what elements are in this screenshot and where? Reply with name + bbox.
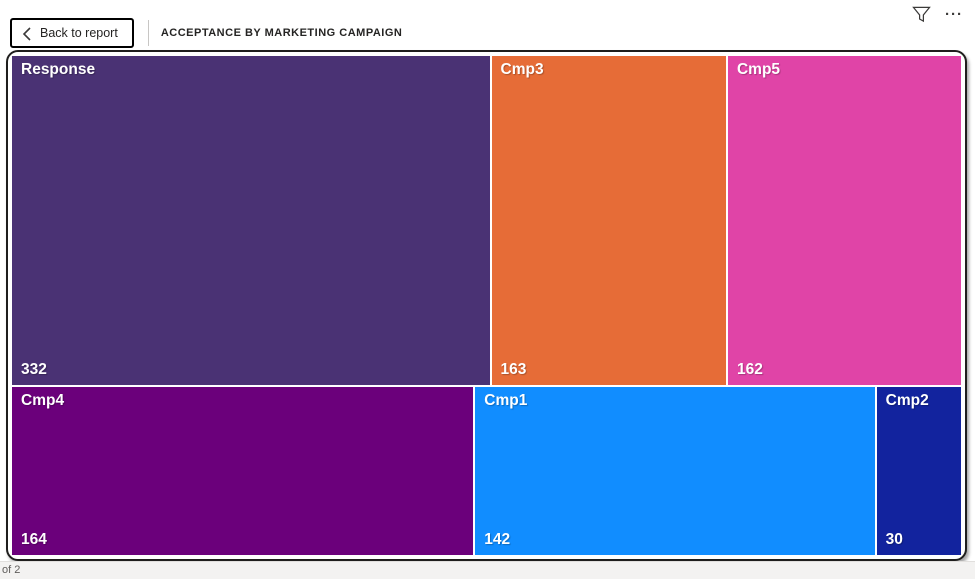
- tile-value: 164: [21, 531, 47, 548]
- tile-value: 30: [885, 531, 903, 548]
- tile-label: Response: [21, 61, 96, 78]
- treemap-row-1: Response 332 Cmp3 163 Cmp5 162: [12, 56, 961, 385]
- tile-value: 142: [484, 531, 511, 548]
- more-options-icon[interactable]: ···: [945, 5, 963, 23]
- treemap-tile-cmp4[interactable]: Cmp4 164: [12, 386, 474, 555]
- treemap-visual-container: Response 332 Cmp3 163 Cmp5 162 Cmp4 164 Cmp1 142 C…: [6, 50, 967, 561]
- tile-label: Cmp3: [500, 61, 544, 78]
- header-right-group: ···: [910, 4, 965, 25]
- chevron-left-icon: [22, 27, 32, 41]
- page-indicator: of 2: [2, 564, 21, 576]
- back-to-report-label: Back to report: [40, 26, 118, 40]
- treemap-row-2: Cmp4 164 Cmp1 142 Cmp2 30: [12, 386, 961, 555]
- tile-value: 163: [500, 360, 527, 378]
- treemap-tile-response[interactable]: Response 332: [12, 56, 490, 385]
- focus-mode-header: Back to report ACCEPTANCE BY MARKETING C…: [0, 0, 975, 50]
- tile-label: Cmp5: [736, 61, 781, 78]
- tile-label: Cmp4: [21, 391, 65, 409]
- tile-value: 162: [736, 360, 763, 378]
- tile-label: Cmp2: [885, 391, 929, 409]
- treemap-tile-cmp3[interactable]: Cmp3 163: [491, 56, 726, 385]
- treemap-tile-cmp5[interactable]: Cmp5 162: [727, 56, 961, 385]
- treemap-tile-cmp2[interactable]: Cmp2 30: [876, 386, 961, 555]
- back-to-report-button[interactable]: Back to report: [10, 18, 134, 48]
- filter-icon[interactable]: [910, 4, 933, 25]
- tile-value: 332: [21, 360, 47, 378]
- treemap-chart: Response 332 Cmp3 163 Cmp5 162 Cmp4 164 Cmp1 142 C…: [12, 56, 961, 555]
- status-bar: of 2: [0, 561, 975, 579]
- header-divider: [147, 20, 149, 46]
- header-left-group: Back to report ACCEPTANCE BY MARKETING C…: [10, 18, 402, 48]
- tile-label: Cmp1: [484, 391, 528, 409]
- treemap-tile-cmp1[interactable]: Cmp1 142: [475, 386, 875, 555]
- visual-title: ACCEPTANCE BY MARKETING CAMPAIGN: [160, 27, 403, 39]
